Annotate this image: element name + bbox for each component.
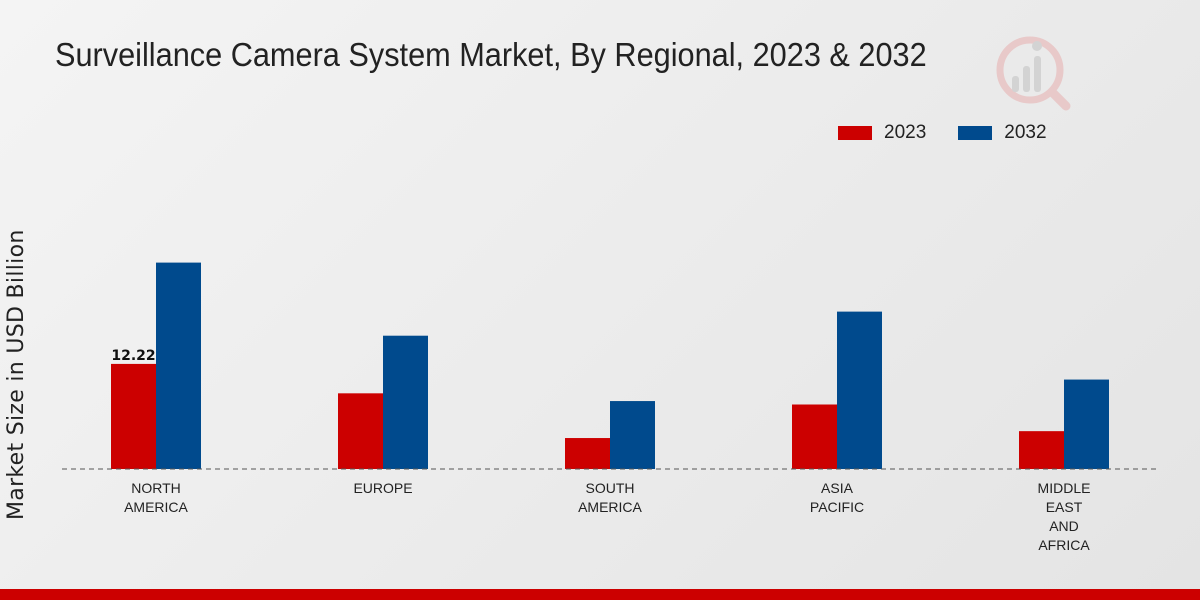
market-research-logo-icon xyxy=(996,36,1071,111)
x-tick-label: PACIFIC xyxy=(810,499,864,515)
bar-2023-2 xyxy=(565,438,610,469)
bar-2032-4 xyxy=(1064,379,1109,469)
bar-2032-3 xyxy=(837,311,882,469)
data-label: 12.22 xyxy=(111,348,155,364)
bar-2023-3 xyxy=(792,404,837,469)
legend-label-2032: 2032 xyxy=(1004,122,1047,143)
bar-2032-1 xyxy=(383,335,428,469)
bar-2032-0 xyxy=(156,262,201,469)
chart-title: Surveillance Camera System Market, By Re… xyxy=(55,36,927,73)
bar-2023-4 xyxy=(1019,431,1064,469)
legend-item-2023: 2023 xyxy=(838,122,926,144)
x-tick-label: EAST xyxy=(1046,499,1083,515)
x-tick-label: EUROPE xyxy=(353,480,412,496)
x-tick-label: AMERICA xyxy=(124,499,188,515)
x-tick-label: ASIA xyxy=(821,480,854,496)
x-tick-label: AMERICA xyxy=(578,499,642,515)
x-tick-label: AFRICA xyxy=(1038,537,1090,553)
bar-2023-0 xyxy=(111,363,156,469)
legend-swatch-2023 xyxy=(838,126,872,140)
x-tick-label: AND xyxy=(1049,518,1079,534)
x-tick-label: MIDDLE xyxy=(1038,480,1091,496)
bar-2032-2 xyxy=(610,401,655,469)
legend-swatch-2032 xyxy=(958,126,993,140)
x-tick-label: SOUTH xyxy=(586,480,635,496)
bottom-accent-bar xyxy=(0,589,1200,600)
x-tick-label: NORTH xyxy=(131,480,181,496)
legend-label-2023: 2023 xyxy=(884,122,927,143)
legend-item-2032: 2032 xyxy=(958,122,1047,144)
chart-legend: 2023 2032 xyxy=(838,122,1079,144)
bar-2023-1 xyxy=(338,393,383,469)
